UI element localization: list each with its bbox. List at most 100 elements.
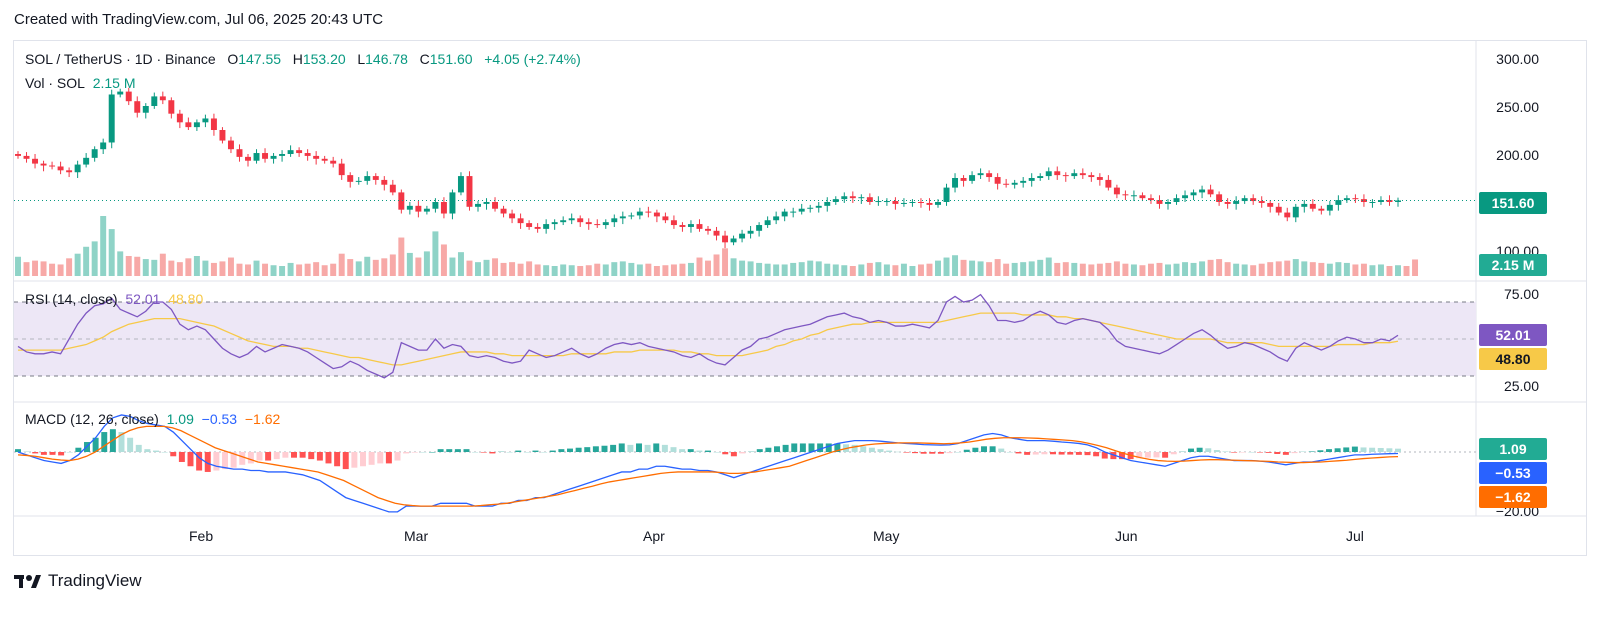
rsi-ma-value: 48.80 xyxy=(168,291,204,307)
macd-hist-bar xyxy=(239,452,246,465)
candle-body xyxy=(262,153,269,159)
candle-body xyxy=(526,223,533,227)
volume-bar xyxy=(15,256,21,276)
candle-body xyxy=(824,202,831,206)
candle-body xyxy=(1267,202,1274,207)
volume-bar xyxy=(1233,263,1240,276)
macd-hist-bar xyxy=(860,446,867,452)
volume-bar xyxy=(917,264,924,276)
macd-hist-bar xyxy=(929,452,936,454)
candle-body xyxy=(509,213,516,219)
volume-bar xyxy=(1028,261,1035,276)
candle-body xyxy=(1139,195,1146,199)
price-legend: SOL / TetherUS · 1D · Binance O147.55 H1… xyxy=(25,51,581,67)
candle-body xyxy=(1377,200,1384,202)
macd-hist-bar xyxy=(515,450,522,452)
macd-hist-bar xyxy=(1291,452,1298,454)
volume-label[interactable]: Vol · SOL xyxy=(25,75,85,91)
volume-bar xyxy=(543,265,550,276)
macd-hist-bar xyxy=(575,447,582,452)
macd-hist-bar xyxy=(670,447,677,452)
candle-body xyxy=(636,211,643,216)
candle-body xyxy=(943,187,950,202)
candle-body xyxy=(679,225,686,227)
candle-body xyxy=(849,196,856,199)
volume-bar xyxy=(108,229,115,276)
volume-bar xyxy=(1377,264,1384,276)
symbol-label[interactable]: SOL / TetherUS · 1D · Binance xyxy=(25,51,216,67)
volume-bar xyxy=(1335,262,1342,276)
macd-hist-bar xyxy=(687,449,694,452)
candle-body xyxy=(40,163,47,166)
volume-bar xyxy=(832,264,839,276)
macd-hist-bar xyxy=(308,452,315,460)
macd-hist-bar xyxy=(411,452,418,453)
macd-hist-bar xyxy=(955,452,962,453)
macd-hist-bar xyxy=(998,448,1005,452)
candle-body xyxy=(977,173,984,176)
candle-body xyxy=(142,106,149,113)
macd-hist-bar xyxy=(351,452,358,468)
rsi-ma-line xyxy=(18,312,1399,366)
volume-bar xyxy=(662,265,669,276)
volume-bar xyxy=(193,256,200,276)
macd-value: −0.53 xyxy=(201,411,238,427)
macd-hist-bar xyxy=(1041,452,1048,455)
candle-body xyxy=(227,140,234,150)
macd-hist-bar xyxy=(247,452,254,464)
tradingview-logo-icon xyxy=(14,575,41,588)
macd-hist-bar xyxy=(196,452,203,471)
macd-hist-bar xyxy=(49,452,56,455)
macd-hist-bar xyxy=(360,452,366,467)
macd-label[interactable]: MACD (12, 26, close) xyxy=(25,411,159,427)
volume-bar xyxy=(560,264,567,276)
candle-body xyxy=(406,205,413,210)
macd-hist-bar xyxy=(894,451,901,453)
volume-bar xyxy=(1165,264,1171,276)
candle-body xyxy=(253,153,260,161)
candle-body xyxy=(432,202,439,209)
macd-hist-bar xyxy=(101,432,108,452)
volume-bar xyxy=(1071,262,1078,276)
volume-bar xyxy=(977,261,984,276)
candle-body xyxy=(1062,175,1069,177)
macd-hist-bar xyxy=(1343,447,1350,452)
volume-bar xyxy=(475,262,481,276)
volume-bar xyxy=(321,265,328,276)
macd-hist-bar xyxy=(213,452,220,471)
candle-body xyxy=(866,197,873,202)
candle-body xyxy=(1147,198,1154,201)
candle-body xyxy=(15,154,21,156)
volume-bar xyxy=(585,265,592,276)
macd-legend: MACD (12, 26, close) 1.09 −0.53 −1.62 xyxy=(25,411,280,427)
candle-body xyxy=(815,205,822,208)
volume-bar xyxy=(943,257,950,276)
macd-hist-bar xyxy=(782,444,789,452)
signal-line xyxy=(17,425,1399,507)
volume-bar xyxy=(960,259,967,276)
candle-body xyxy=(1105,179,1112,188)
candle-body xyxy=(338,163,345,176)
candle-body xyxy=(875,201,882,203)
tradingview-footer[interactable]: TradingView xyxy=(14,571,142,591)
rsi-label[interactable]: RSI (14, close) xyxy=(25,291,118,307)
volume-bar xyxy=(994,259,1001,276)
candle-body xyxy=(543,224,550,229)
macd-hist-bar xyxy=(756,449,763,452)
candle-body xyxy=(210,118,217,130)
volume-bar xyxy=(1267,262,1274,276)
macd-hist-bar xyxy=(429,452,435,453)
volume-bar xyxy=(210,262,217,276)
volume-bar xyxy=(159,253,166,276)
candle-body xyxy=(517,218,524,224)
candle-body xyxy=(1207,189,1214,195)
volume-bar xyxy=(679,263,686,276)
macd-hist-bar xyxy=(1351,446,1358,452)
volume-bar xyxy=(517,263,524,276)
candle-body xyxy=(994,177,1001,184)
macd-hist-bar xyxy=(40,452,47,455)
macd-hist-bar xyxy=(127,437,134,452)
macd-hist-bar xyxy=(222,452,228,470)
macd-hist-bar xyxy=(705,450,711,452)
